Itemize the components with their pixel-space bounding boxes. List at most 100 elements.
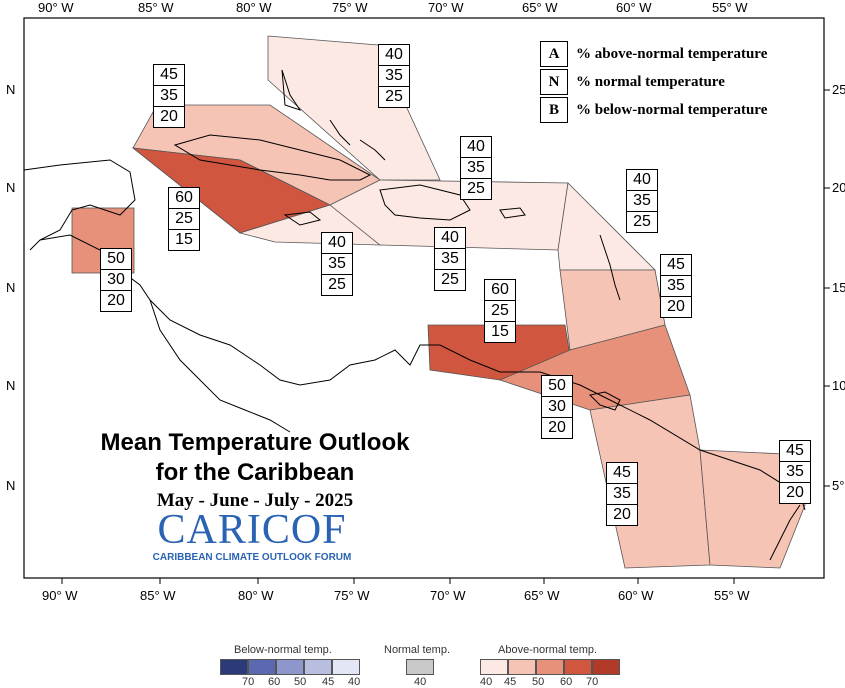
prob-above: 40 — [461, 137, 491, 158]
bottom-tick-label: 75° W — [334, 588, 370, 603]
scale-value: 70 — [586, 676, 599, 688]
prob-below: 20 — [613, 506, 631, 523]
abn-legend: A % above-normal temperature N % normal … — [540, 40, 767, 124]
scale-swatch — [564, 659, 592, 675]
prob-below: 20 — [160, 108, 178, 125]
top-tick-label: 55° W — [712, 0, 748, 15]
bottom-tick-label: 55° W — [714, 588, 750, 603]
prob-below: 20 — [548, 419, 566, 436]
legend-key: N — [540, 69, 568, 95]
right-tick-label: 10° — [832, 378, 845, 393]
prob-normal: 35 — [627, 191, 657, 212]
prob-below: 20 — [786, 484, 804, 501]
left-tick-label: N — [6, 378, 15, 393]
bottom-tick-label: 90° W — [42, 588, 78, 603]
prob-box-guyana: 45 35 20 — [606, 462, 638, 526]
prob-box-bahamas: 40 35 25 — [378, 44, 410, 108]
prob-below: 25 — [328, 276, 346, 293]
prob-normal: 35 — [322, 254, 352, 275]
scale-value: 60 — [560, 676, 573, 688]
prob-below: 20 — [107, 292, 125, 309]
prob-box-hispaniola-north: 40 35 25 — [460, 136, 492, 200]
legend-key: A — [540, 41, 568, 67]
legend-label: % above-normal temperature — [576, 45, 768, 62]
scale-value: 40 — [348, 676, 361, 688]
scale-value: 60 — [268, 676, 281, 688]
prob-above: 45 — [607, 463, 637, 484]
prob-below: 15 — [175, 231, 193, 248]
prob-above: 40 — [435, 228, 465, 249]
bottom-tick-label: 70° W — [430, 588, 466, 603]
top-tick-label: 75° W — [332, 0, 368, 15]
scale-value: 45 — [504, 676, 517, 688]
top-tick-label: 70° W — [428, 0, 464, 15]
prob-normal: 35 — [154, 86, 184, 107]
map-title-block: Mean Temperature Outlook for the Caribbe… — [70, 428, 440, 512]
prob-below: 25 — [467, 180, 485, 197]
bottom-tick-label: 80° W — [238, 588, 274, 603]
prob-above: 45 — [661, 255, 691, 276]
top-longitude-axis: 90° W 85° W 80° W 75° W 70° W 65° W 60° … — [38, 0, 748, 15]
prob-box-leeward: 40 35 25 — [626, 169, 658, 233]
prob-below: 25 — [385, 88, 403, 105]
top-tick-label: 90° W — [38, 0, 74, 15]
scale-value: 40 — [414, 676, 427, 688]
left-tick-label: N — [6, 180, 15, 195]
prob-below: 20 — [667, 298, 685, 315]
scale-normal-title: Normal temp. — [384, 644, 451, 656]
prob-normal: 35 — [661, 276, 691, 297]
scale-value: 40 — [480, 676, 493, 688]
prob-normal: 35 — [461, 158, 491, 179]
top-tick-label: 80° W — [236, 0, 272, 15]
scale-swatch — [508, 659, 536, 675]
prob-normal: 35 — [780, 462, 810, 483]
top-tick-label: 60° W — [616, 0, 652, 15]
right-tick-label: 25° — [832, 82, 845, 97]
bottom-tick-label: 60° W — [618, 588, 654, 603]
prob-box-hispaniola-south: 40 35 25 — [434, 227, 466, 291]
scale-swatch — [276, 659, 304, 675]
top-tick-label: 65° W — [522, 0, 558, 15]
bottom-tick-label: 65° W — [524, 588, 560, 603]
logo-tagline: CARIBBEAN CLIMATE OUTLOOK FORUM — [152, 552, 352, 563]
prob-below: 15 — [491, 323, 509, 340]
bottom-tick-label: 85° W — [140, 588, 176, 603]
prob-above: 45 — [780, 441, 810, 462]
prob-box-abc: 60 25 15 — [484, 279, 516, 343]
map-title-line1: Mean Temperature Outlook — [100, 429, 410, 456]
map-title-period: May - June - July - 2025 — [156, 490, 354, 511]
prob-box-cuba: 45 35 20 — [153, 64, 185, 128]
right-latitude-axis: 25° 20° 15° 10° 5° — [824, 82, 845, 493]
prob-above: 40 — [627, 170, 657, 191]
legend-label: % below-normal temperature — [576, 101, 768, 118]
prob-above: 40 — [322, 233, 352, 254]
legend-row-below: B % below-normal temperature — [540, 96, 767, 124]
map-title-line2: for the Caribbean — [155, 459, 355, 486]
left-tick-label: N — [6, 478, 15, 493]
bottom-longitude-axis: 90° W 85° W 80° W 75° W 70° W 65° W 60° … — [42, 578, 750, 603]
top-tick-label: 85° W — [138, 0, 174, 15]
scale-swatch — [592, 659, 620, 675]
prob-below: 25 — [633, 213, 651, 230]
logo-wordmark: CARICOF — [157, 507, 347, 553]
right-tick-label: 20° — [832, 180, 845, 195]
prob-above: 60 — [169, 188, 199, 209]
scale-swatch — [220, 659, 248, 675]
scale-value: 50 — [532, 676, 545, 688]
scale-below-title: Below-normal temp. — [234, 644, 332, 656]
prob-box-suriname-fg: 45 35 20 — [779, 440, 811, 504]
prob-above: 40 — [379, 45, 409, 66]
scale-value: 45 — [322, 676, 335, 688]
prob-box-jamaica: 40 35 25 — [321, 232, 353, 296]
prob-normal: 35 — [607, 484, 637, 505]
legend-row-above: A % above-normal temperature — [540, 40, 767, 68]
scale-swatch — [406, 659, 434, 675]
scale-swatch — [304, 659, 332, 675]
prob-above: 50 — [101, 249, 131, 270]
legend-key: B — [540, 97, 568, 123]
prob-box-belize: 50 30 20 — [100, 248, 132, 312]
prob-box-cayman: 60 25 15 — [168, 187, 200, 251]
legend-label: % normal temperature — [576, 73, 725, 90]
prob-box-trinidad: 50 30 20 — [541, 375, 573, 439]
scale-value: 70 — [242, 676, 255, 688]
